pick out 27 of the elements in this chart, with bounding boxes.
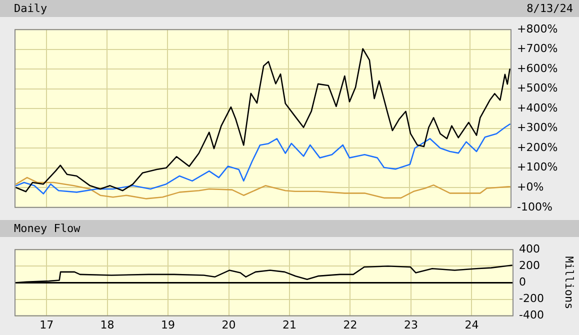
x-tick-label: 19 — [161, 318, 176, 332]
y-tick-label: +100% — [517, 160, 558, 174]
y-tick-label: 0 — [519, 276, 526, 289]
y-tick-label: +400% — [517, 101, 558, 114]
y-tick-label: -100% — [517, 200, 552, 214]
y-tick-label: 400 — [519, 242, 540, 256]
chart-title: Money Flow — [14, 222, 80, 235]
text: 8/13/24 — [526, 2, 573, 15]
x-tick-label: 21 — [282, 318, 297, 332]
y-tick-label: +800% — [517, 22, 558, 36]
y-tick-label: +500% — [517, 82, 558, 95]
y-axis-title: Millions — [562, 256, 576, 310]
x-tick-label: 17 — [40, 318, 54, 332]
y-tick-label: -400 — [519, 308, 544, 322]
x-tick-label: 20 — [222, 318, 236, 332]
y-tick-label: -200 — [519, 292, 544, 306]
x-tick-label: 18 — [100, 318, 114, 332]
x-tick-label: 24 — [464, 318, 479, 332]
y-tick-label: +300% — [517, 121, 558, 134]
y-tick-label: +600% — [517, 62, 558, 75]
y-tick-label: +200% — [517, 140, 558, 154]
x-tick-label: 23 — [404, 318, 418, 332]
chart-title: Daily — [14, 2, 48, 15]
y-tick-label: +700% — [517, 42, 558, 56]
y-tick-label: 200 — [519, 259, 540, 272]
y-tick-label: +0% — [517, 180, 544, 194]
x-tick-label: 22 — [343, 318, 358, 332]
